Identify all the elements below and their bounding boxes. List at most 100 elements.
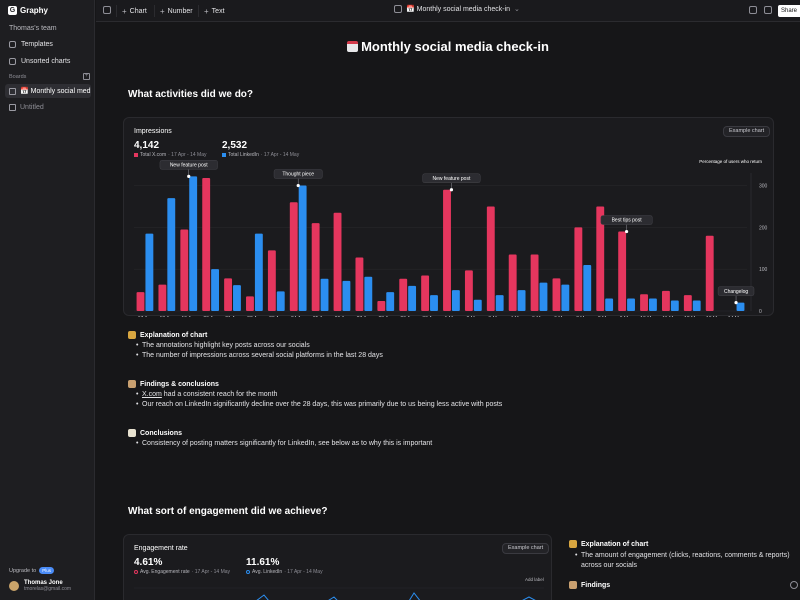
add-number-label: Number	[167, 7, 193, 15]
section-heading-engagement[interactable]: What sort of engagement did we achieve?	[128, 506, 328, 517]
topbar: + Chart + Number + Text 📅 Monthly social…	[96, 0, 800, 22]
bar-linkedin	[605, 298, 614, 311]
x-tick-label: 5 May	[532, 316, 546, 317]
graphy-logo-icon: G	[8, 6, 17, 15]
stat-linkedin-engagement: 11.61% Avg. LinkedIn · 17 Apr - 14 May	[246, 557, 323, 575]
user-profile[interactable]: Thomas Jone tmorelas@gmail.com	[9, 580, 71, 592]
bar-linkedin	[298, 185, 307, 311]
user-name: Thomas Jone	[24, 580, 63, 586]
annotation-label: New feature post	[433, 176, 471, 182]
y-tick-label: 100	[759, 267, 768, 273]
stat-xcom: 4,142 Total X.com · 17 Apr - 14 May	[134, 140, 206, 158]
legend-swatch-xcom	[134, 153, 138, 157]
bar-linkedin	[254, 233, 263, 311]
annotation-box	[159, 160, 218, 170]
sidebar-item-templates[interactable]: Templates	[9, 41, 53, 48]
list-item: The annotations highlight key posts acro…	[136, 342, 383, 349]
list-item: Our reach on LinkedIn significantly decl…	[136, 401, 502, 408]
bar-x-com	[377, 300, 386, 311]
bar-linkedin	[211, 269, 220, 311]
impressions-chart-card[interactable]: Impressions Example chart 4,142 Total X.…	[123, 117, 775, 317]
impressions-bar-chart[interactable]: 0 100 200 300 Percentage of users who return…	[124, 118, 775, 317]
engagement-chart-card[interactable]: Engagement rate Example chart 4.61% Avg.…	[123, 534, 552, 600]
bar-x-com	[180, 229, 189, 311]
bar-linkedin	[233, 285, 241, 311]
bar-x-com	[508, 254, 517, 311]
comment-icon[interactable]	[749, 6, 757, 14]
engagement-line-chart[interactable]	[124, 535, 553, 600]
plus-badge: Plus	[39, 567, 54, 574]
example-chart-badge[interactable]: Example chart	[723, 126, 771, 137]
chevron-down-icon: ⌄	[514, 6, 520, 13]
bar-x-com	[618, 231, 627, 311]
engagement-notes[interactable]: Explanation of chart The amount of engag…	[569, 540, 794, 592]
bar-x-com	[202, 178, 211, 311]
upgrade-link[interactable]: Upgrade to Plus	[9, 567, 54, 574]
board-icon	[394, 5, 402, 13]
sidebar-item-unsorted-charts[interactable]: Unsorted charts	[9, 58, 70, 65]
add-number-button[interactable]: + Number	[156, 5, 197, 17]
bar-x-com	[399, 278, 408, 311]
bar-x-com	[333, 212, 342, 311]
stat-label: Avg. LinkedIn	[252, 569, 283, 575]
bar-linkedin	[627, 298, 635, 311]
xcom-link[interactable]: X.com	[142, 391, 162, 398]
x-tick-label: 30 Apr	[422, 316, 437, 317]
team-name[interactable]: Thomas's team	[9, 25, 57, 32]
annotation-dot	[734, 301, 738, 305]
chart-title: Engagement rate	[134, 545, 188, 552]
x-tick-label: 18 Apr	[160, 316, 175, 317]
conclusions-heading: Conclusions	[140, 429, 183, 437]
bulb-icon	[9, 41, 16, 48]
stat-range: · 17 Apr - 14 May	[191, 569, 231, 575]
bar-x-com	[136, 292, 145, 311]
legend-swatch-linkedin	[222, 153, 226, 157]
y-tick-label: 300	[759, 184, 768, 190]
annotation-label: Best tips post	[612, 218, 643, 224]
sidebar-toggle-icon[interactable]	[103, 6, 111, 14]
plus-icon: +	[204, 6, 209, 16]
add-label-button[interactable]: Add label	[525, 577, 544, 582]
bar-linkedin	[342, 280, 351, 311]
x-tick-label: 4 May	[510, 316, 524, 317]
present-icon[interactable]	[764, 6, 772, 14]
page-title[interactable]: Monthly social media check-in	[96, 39, 800, 54]
bar-x-com	[640, 294, 648, 311]
stat-value: 4,142	[134, 140, 160, 151]
x-tick-label: 28 Apr	[379, 316, 394, 317]
bar-x-com	[158, 284, 167, 311]
stat-engagement: 4.61% Avg. Engagement rate · 17 Apr - 14 …	[134, 557, 230, 575]
bar-linkedin	[561, 284, 570, 311]
annotation-box	[422, 173, 481, 183]
stat-label: Avg. Engagement rate	[140, 569, 190, 575]
board-item-monthly-social[interactable]: 📅 Monthly social media	[5, 84, 91, 98]
bar-linkedin	[189, 176, 198, 311]
findings-block[interactable]: Findings & conclusions X.com had a consi…	[128, 380, 502, 411]
add-text-button[interactable]: + Text	[200, 5, 229, 17]
add-chart-button[interactable]: + Chart	[118, 5, 151, 17]
help-icon[interactable]	[790, 581, 798, 589]
conclusions-block[interactable]: Conclusions Consistency of posting matte…	[128, 429, 432, 450]
section-heading-activities[interactable]: What activities did we do?	[128, 89, 254, 100]
bar-x-com	[355, 257, 364, 311]
x-tick-label: 19 Apr	[181, 316, 196, 317]
plus-icon: +	[122, 6, 127, 16]
board-item-label: Untitled	[20, 103, 44, 111]
example-chart-badge[interactable]: Example chart	[502, 543, 550, 554]
annotation-dot	[624, 229, 629, 234]
document-title-dropdown[interactable]: 📅 Monthly social media check-in ⌄	[394, 5, 520, 13]
add-text-label: Text	[211, 7, 225, 15]
explanation-block[interactable]: Explanation of chart The annotations hig…	[128, 331, 383, 362]
app-logo[interactable]: G Graphy	[8, 6, 48, 15]
chart-icon	[9, 58, 16, 65]
add-board-icon[interactable]: +	[83, 73, 90, 80]
x-tick-label: 10 May	[640, 316, 657, 317]
y-tick-label: 0	[759, 309, 762, 315]
sidebar-item-label: Templates	[21, 41, 53, 48]
chart-title: Impressions	[134, 128, 172, 135]
share-button[interactable]: Share	[777, 5, 800, 17]
bar-linkedin	[473, 299, 482, 311]
board-item-untitled[interactable]: Untitled	[5, 100, 91, 114]
right-axis-label: Percentage of users who return	[699, 159, 762, 164]
stat-label: Total X.com	[140, 152, 167, 158]
